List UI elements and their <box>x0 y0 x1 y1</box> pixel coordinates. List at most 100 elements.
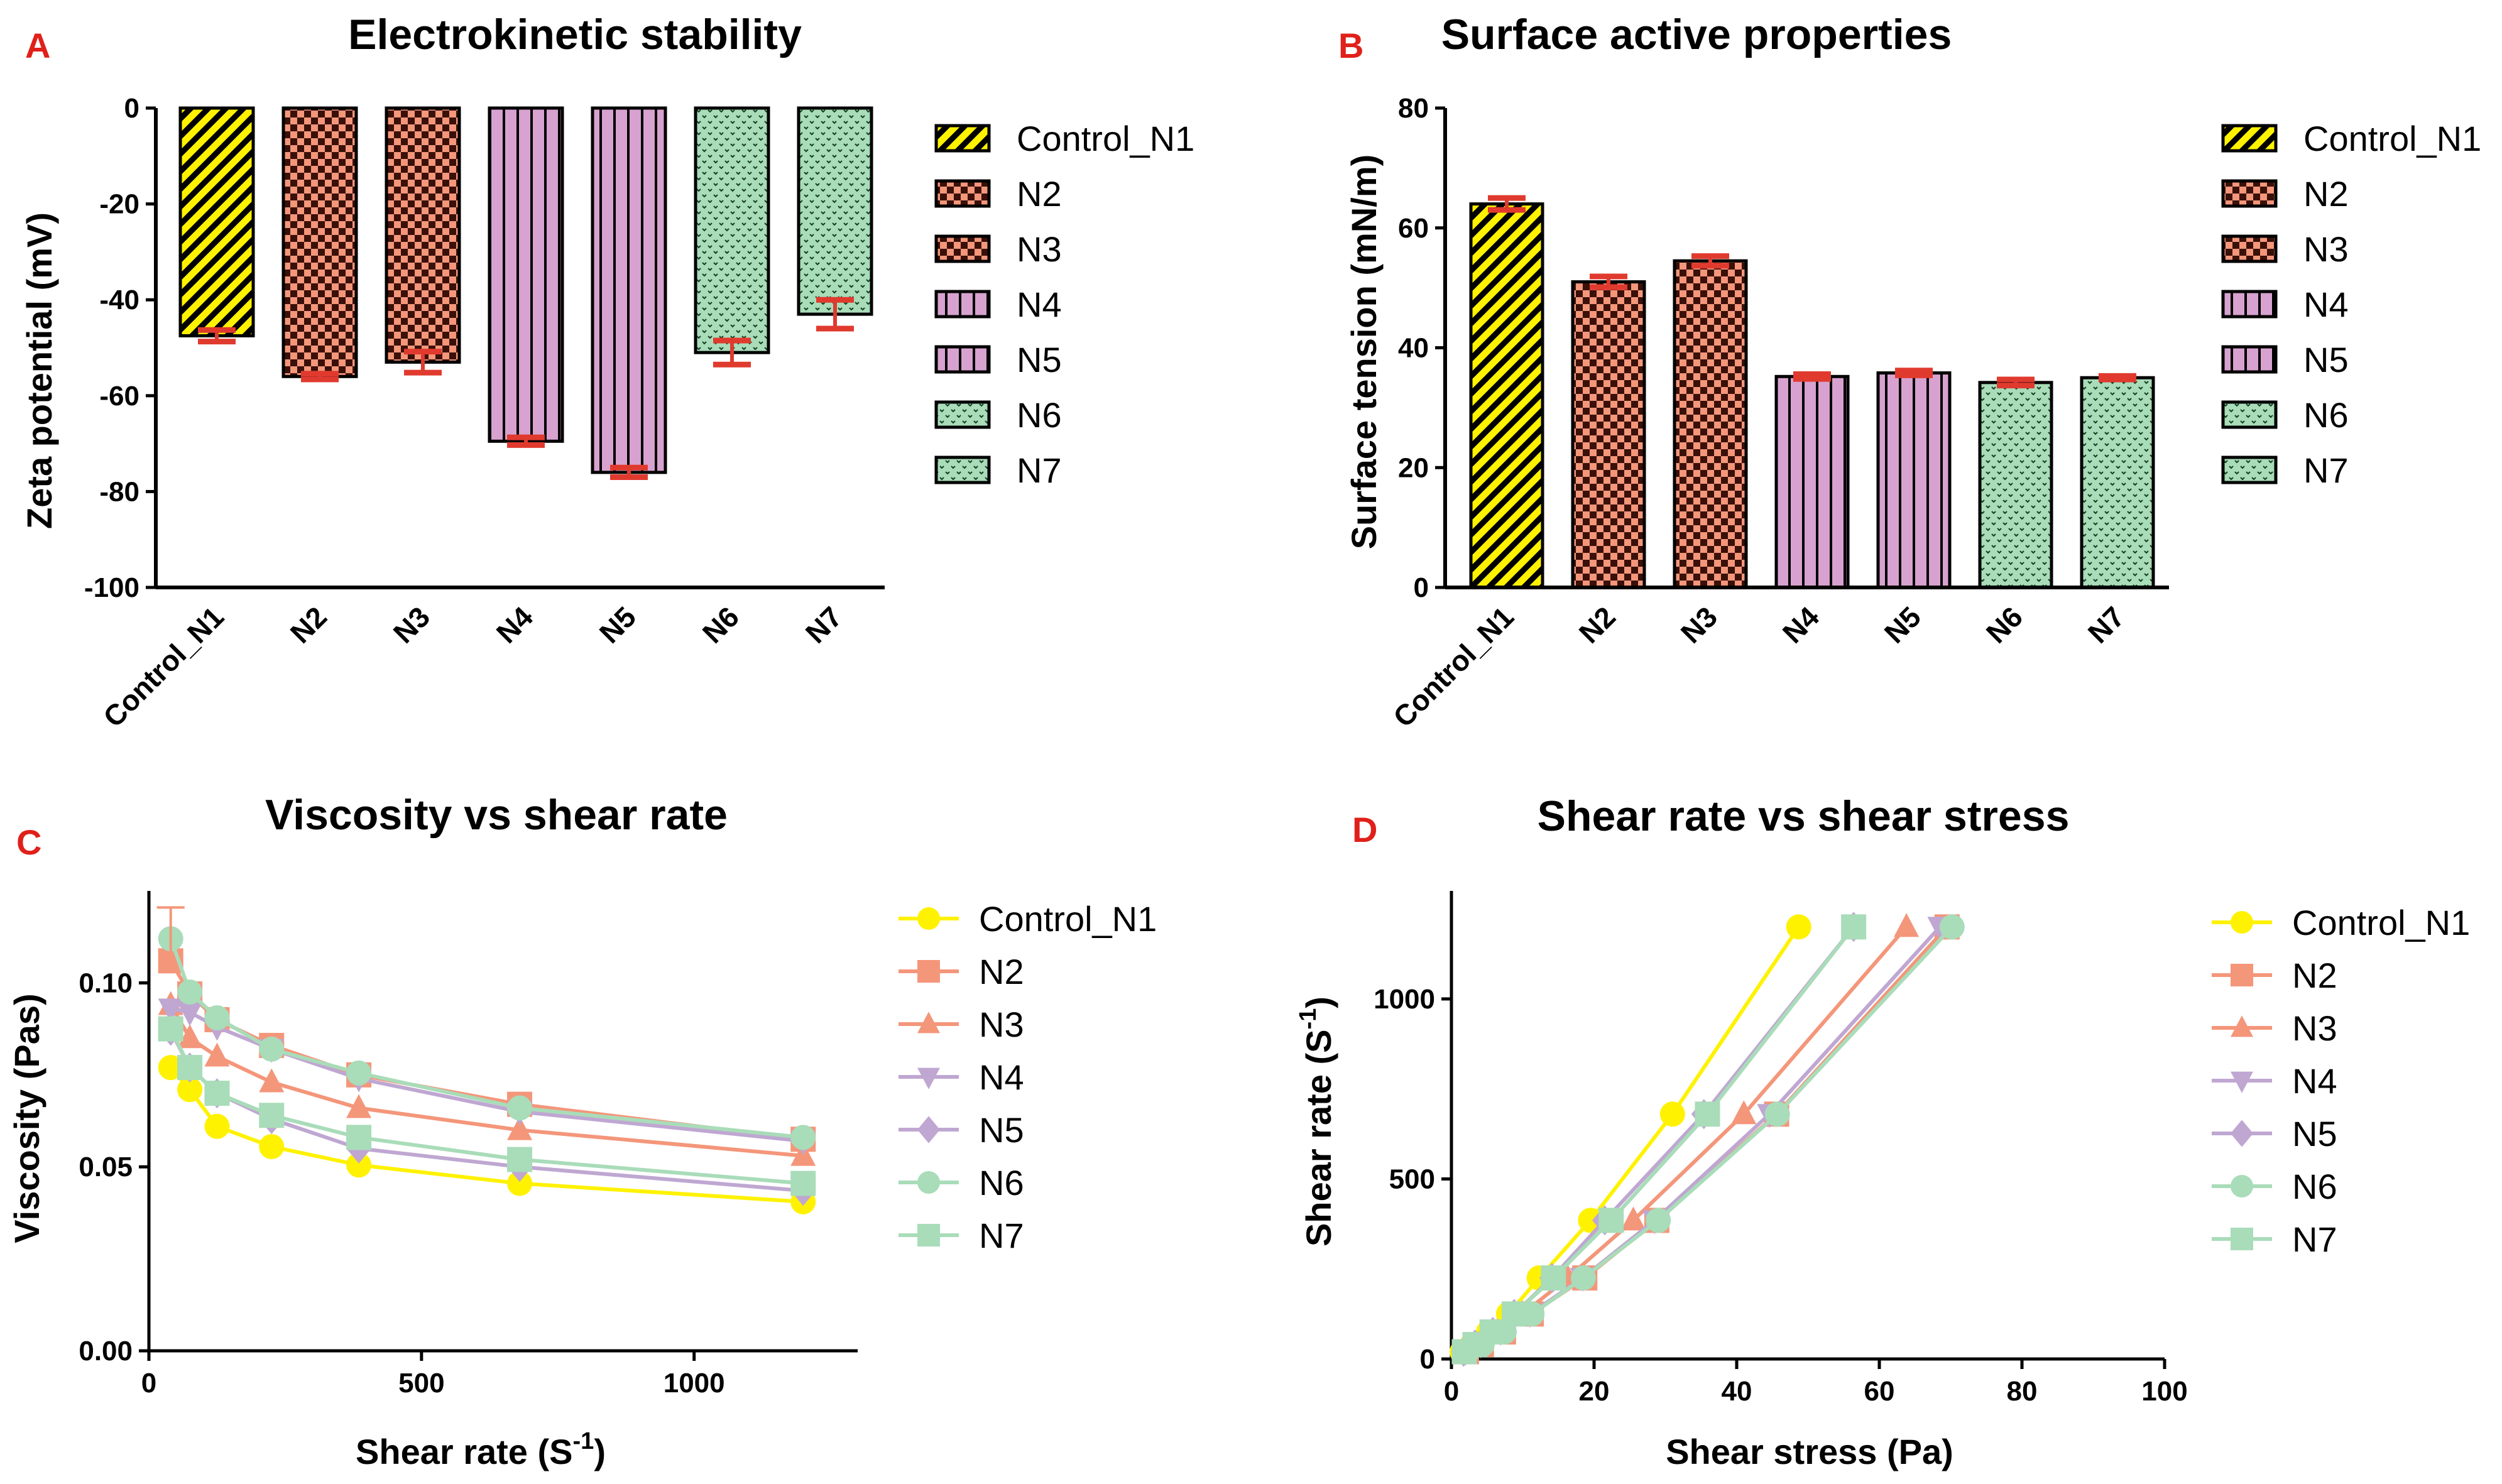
panel-d: D Shear rate vs shear stress Shear rate … <box>1295 792 2470 1471</box>
point-control-n1-1 <box>177 1077 203 1103</box>
legend-label-n5: N5 <box>979 1110 1024 1150</box>
x-tick-label-n4: N4 <box>490 600 540 650</box>
chart-b-ylabel: Surface tension (mN/m) <box>1344 155 1384 550</box>
legend-label-n3: N3 <box>2303 229 2349 269</box>
y-tick-label--60: -60 <box>99 381 139 412</box>
chart-a-ylabel: Zeta potential (mV) <box>19 212 59 529</box>
legend-label-control-n1: Control_N1 <box>2303 119 2481 158</box>
point-n3-2 <box>204 1042 230 1067</box>
panel-c: C Viscosity vs shear rate Viscosity (Pas… <box>7 791 1157 1471</box>
legend-label-n4: N4 <box>1017 285 1062 324</box>
x-tick-label-n6: N6 <box>696 600 745 649</box>
y-tick-label--20: -20 <box>99 189 139 220</box>
point-control-n1-6 <box>1659 1101 1685 1127</box>
legend-label-n7: N7 <box>979 1216 1024 1255</box>
point-n3-1 <box>177 1024 203 1049</box>
chart-b-legend: Control_N1 N2 N3 N4 N5 N6 N7 <box>2221 119 2481 490</box>
legend-marker-control-n1 <box>917 907 940 930</box>
legend-marker-n7 <box>917 1224 940 1247</box>
point-n7-1 <box>177 1055 203 1081</box>
legend-marker-n2 <box>917 960 940 983</box>
chart-c-ylabel: Viscosity (Pas) <box>7 993 46 1243</box>
point-n7-2 <box>204 1081 230 1106</box>
y-tick-label-1000: 1000 <box>1374 984 1435 1015</box>
y-tick-label--80: -80 <box>99 476 139 507</box>
point-n7-4 <box>346 1125 372 1150</box>
x-tick-label-n6: N6 <box>1980 600 2029 649</box>
legend-marker-control-n1 <box>2231 911 2253 934</box>
point-control-n1-7 <box>1786 914 1811 940</box>
legend-swatch-n3 <box>934 234 991 263</box>
chart-b-title: Surface active properties <box>1441 11 1952 58</box>
chart-d-ylabel-tail: ) <box>1299 996 1338 1008</box>
bar-n5 <box>591 106 667 474</box>
y-tick-label-0-05: 0.05 <box>79 1152 133 1182</box>
bar-control-n1 <box>178 106 255 337</box>
legend-label-n5: N5 <box>2292 1114 2337 1154</box>
legend-label-n3: N3 <box>1017 229 1062 269</box>
series-line-n5 <box>1462 925 1855 1354</box>
legend-marker-n6 <box>2231 1175 2253 1198</box>
point-control-n1-4 <box>346 1152 372 1178</box>
legend-marker-n4 <box>917 1067 940 1089</box>
bar-n7 <box>2080 376 2155 589</box>
y-tick-label-0: 0.00 <box>79 1336 133 1367</box>
chart-d-title: Shear rate vs shear stress <box>1538 792 2070 840</box>
legend-label-n4: N4 <box>2292 1061 2337 1101</box>
legend-marker-n5 <box>917 1116 940 1143</box>
point-control-n1-5 <box>507 1170 533 1196</box>
point-n7-6 <box>1695 1101 1720 1127</box>
bar-n7 <box>797 106 873 316</box>
point-control-n1-2 <box>204 1113 230 1139</box>
point-n7-5 <box>507 1147 533 1172</box>
point-n7-3 <box>1501 1301 1527 1327</box>
panel-label-b: B <box>1338 26 1363 65</box>
x-tick-label-100: 100 <box>2141 1376 2187 1407</box>
point-n6-6 <box>790 1125 816 1150</box>
point-n6-7 <box>1939 914 1965 940</box>
point-n6-2 <box>204 1005 230 1031</box>
y-tick-label-60: 60 <box>1398 213 1429 244</box>
y-tick-label-40: 40 <box>1398 333 1429 364</box>
chart-a-plot: Control_N1 N2 N3 N4 N5 N6 N7 0 -20 -40 -60 -80 -100 <box>84 93 885 733</box>
legend-label-control-n1: Control_N1 <box>1017 119 1194 158</box>
point-n7-0 <box>158 1016 183 1042</box>
legend-swatch-n2 <box>934 179 991 208</box>
point-n6-4 <box>1570 1265 1596 1291</box>
chart-d-ylabel: Shear rate (S-1) <box>1295 996 1338 1247</box>
legend-label-n3: N3 <box>2292 1008 2337 1048</box>
point-control-n1-3 <box>259 1133 285 1159</box>
bar-n4 <box>1774 374 1850 589</box>
x-tick-label-control-n1: Control_N1 <box>1387 600 1520 733</box>
legend-swatch-n6 <box>934 400 991 429</box>
legend-marker-n3 <box>2231 1015 2253 1037</box>
legend-label-n5: N5 <box>1017 340 1062 379</box>
legend-label-control-n1: Control_N1 <box>2292 903 2470 942</box>
chart-c-xlabel-tail: ) <box>594 1432 606 1471</box>
x-tick-label-500: 500 <box>398 1368 444 1399</box>
point-n6-5 <box>1646 1208 1671 1233</box>
panel-label-c: C <box>16 822 41 862</box>
bar-n6 <box>694 106 770 354</box>
legend-swatch-n3 <box>2221 234 2278 263</box>
legend-marker-n7 <box>2231 1228 2253 1250</box>
point-n7-4 <box>1541 1265 1566 1291</box>
x-tick-label-n4: N4 <box>1776 600 1826 650</box>
bar-n3 <box>385 106 461 364</box>
y-tick-label--100: -100 <box>84 572 139 603</box>
legend-swatch-n2 <box>2221 179 2278 208</box>
bar-n2 <box>281 106 358 378</box>
chart-a-legend: Control_N1 N2 N3 N4 N5 N6 N7 <box>934 119 1194 490</box>
legend-swatch-n7 <box>934 456 991 484</box>
legend-label-n7: N7 <box>2303 450 2349 490</box>
bar-n3 <box>1673 259 1748 589</box>
legend-swatch-n4 <box>934 290 991 319</box>
bar-n6 <box>1978 381 2053 589</box>
x-tick-label-n5: N5 <box>1878 600 1927 649</box>
chart-c-xlabel-sup: -1 <box>573 1428 594 1454</box>
legend-swatch-control-n1 <box>934 124 991 153</box>
legend-marker-n2 <box>2231 964 2253 986</box>
legend-label-n7: N7 <box>2292 1219 2337 1259</box>
chart-c-plot: 0 500 1000 0.00 0.05 0.10 <box>79 891 858 1399</box>
